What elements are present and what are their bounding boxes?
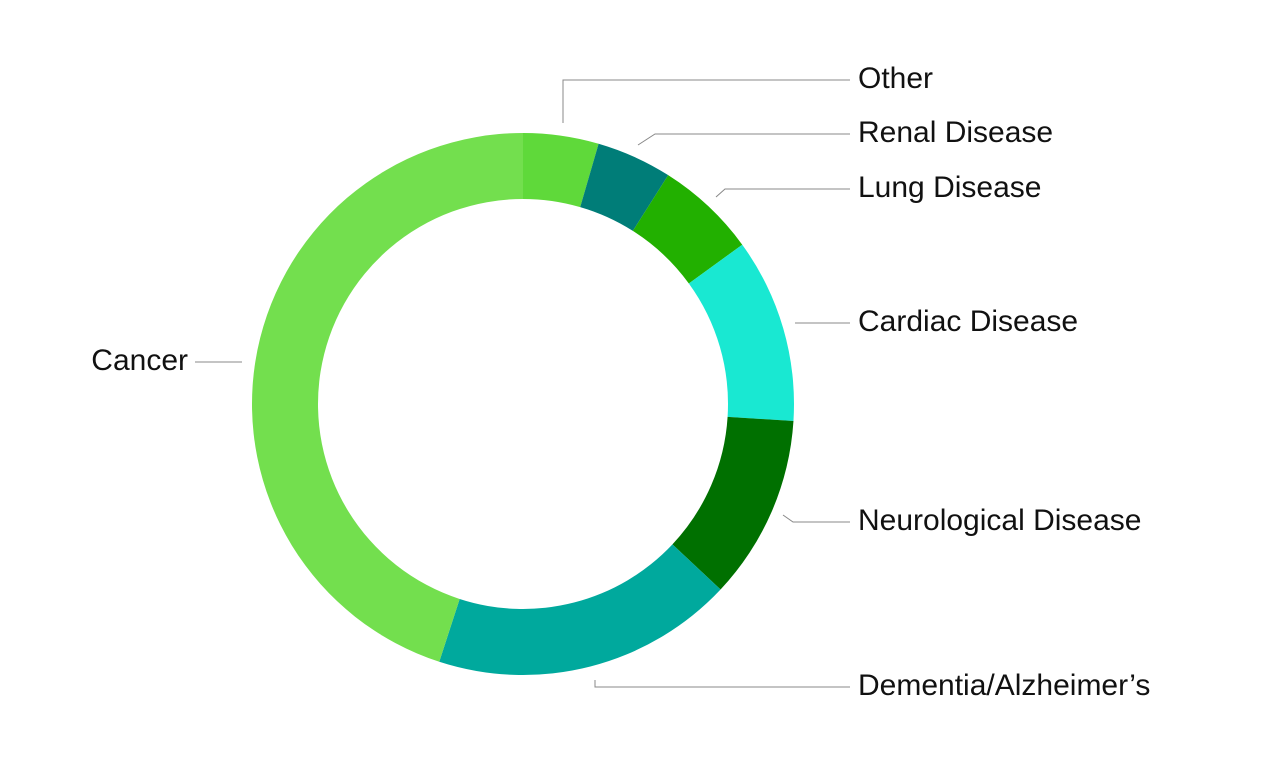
- donut-segment: [251, 133, 523, 662]
- leader-line: [782, 514, 850, 523]
- donut-segment: [439, 544, 721, 675]
- leader-line: [562, 79, 850, 123]
- segment-label: Other: [858, 62, 933, 95]
- segment-label: Cancer: [91, 344, 188, 377]
- donut-segment: [688, 244, 794, 422]
- leader-line: [637, 133, 850, 146]
- donut-segment: [523, 133, 599, 208]
- donut-segment: [672, 416, 794, 590]
- donut-segment: [580, 143, 669, 231]
- donut-segment: [632, 175, 743, 284]
- segment-label: Renal Disease: [858, 116, 1053, 149]
- segment-label: Lung Disease: [858, 171, 1041, 204]
- leader-line: [715, 188, 850, 198]
- segment-label: Dementia/Alzheimer’s: [858, 669, 1150, 702]
- segment-label: Neurological Disease: [858, 504, 1141, 537]
- segment-label: Cardiac Disease: [858, 305, 1078, 338]
- leader-line: [594, 680, 850, 688]
